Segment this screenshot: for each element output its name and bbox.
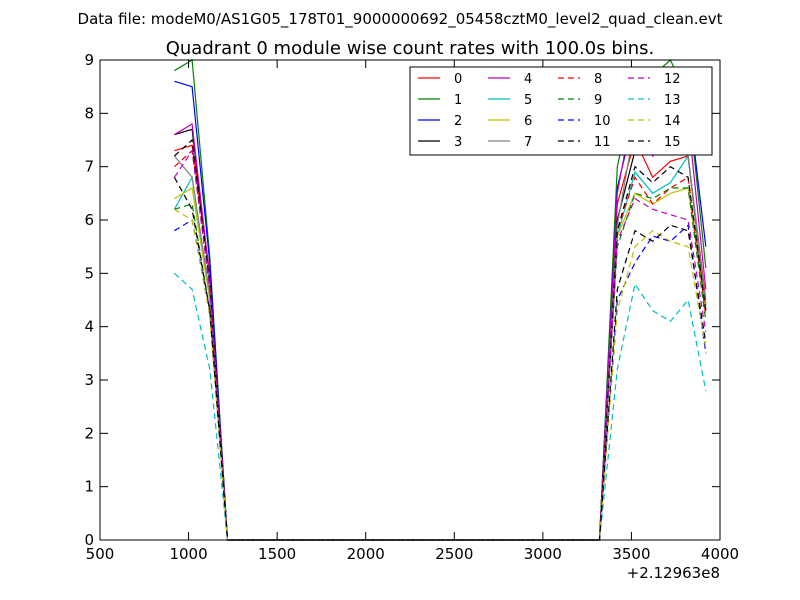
legend-label-2: 2 <box>454 114 462 129</box>
series-line-15 <box>173 177 707 541</box>
y-tick-label: 8 <box>84 104 94 122</box>
series-line-6 <box>174 187 707 541</box>
y-tick-label: 7 <box>84 158 94 176</box>
chart-title: Quadrant 0 module wise count rates with … <box>166 38 655 59</box>
legend-label-1: 1 <box>454 93 462 108</box>
legend-label-3: 3 <box>454 135 462 150</box>
y-tick-label: 3 <box>84 371 94 389</box>
y-tick-label: 2 <box>84 424 94 442</box>
series-line-0 <box>174 138 707 541</box>
x-tick-label: 3500 <box>612 545 650 563</box>
series-line-12 <box>173 149 707 541</box>
legend-label-15: 15 <box>664 135 681 150</box>
y-tick-label: 6 <box>84 211 94 229</box>
x-offset-label: +2.12963e8 <box>627 564 720 582</box>
legend-label-4: 4 <box>524 72 532 87</box>
legend-frame <box>409 66 713 156</box>
series-line-11 <box>173 138 707 541</box>
legend-label-0: 0 <box>454 72 462 87</box>
x-tick-label: 3000 <box>524 545 562 563</box>
y-tick-label: 5 <box>84 264 94 282</box>
legend-label-7: 7 <box>524 135 532 150</box>
x-tick-label: 1000 <box>169 545 207 563</box>
series-line-10 <box>174 219 707 541</box>
legend-label-11: 11 <box>594 135 611 150</box>
plot-frame <box>99 59 721 541</box>
y-tick-label: 0 <box>84 531 94 549</box>
x-tick-label: 500 <box>86 545 115 563</box>
legend-label-6: 6 <box>524 114 532 129</box>
legend-label-14: 14 <box>664 114 681 129</box>
x-tick-label: 2000 <box>347 545 385 563</box>
series-line-9 <box>174 187 707 541</box>
series-line-14 <box>174 208 707 541</box>
legend-label-5: 5 <box>524 93 532 108</box>
series-line-4 <box>174 97 707 541</box>
legend-label-9: 9 <box>594 93 602 108</box>
legend-label-8: 8 <box>594 72 602 87</box>
x-tick-label: 4000 <box>701 545 739 563</box>
series-line-8 <box>173 149 707 541</box>
series-layer <box>173 58 707 541</box>
y-tick-label: 4 <box>84 318 94 336</box>
x-tick-label: 1500 <box>258 545 296 563</box>
series-line-13 <box>173 272 707 541</box>
y-tick-label: 1 <box>84 478 94 496</box>
legend-label-10: 10 <box>594 114 611 129</box>
x-tick-label: 2500 <box>435 545 473 563</box>
axes-layer: 500 1000 1500 2000 2500 3000 3500 4000012345678… <box>84 51 739 563</box>
legend-label-12: 12 <box>664 72 681 87</box>
legend-label-13: 13 <box>664 93 681 108</box>
series-line-3 <box>174 128 707 541</box>
chart-supertitle: Data file: modeM0/AS1G05_178T01_90000006… <box>78 10 723 29</box>
y-tick-label: 9 <box>84 51 94 69</box>
